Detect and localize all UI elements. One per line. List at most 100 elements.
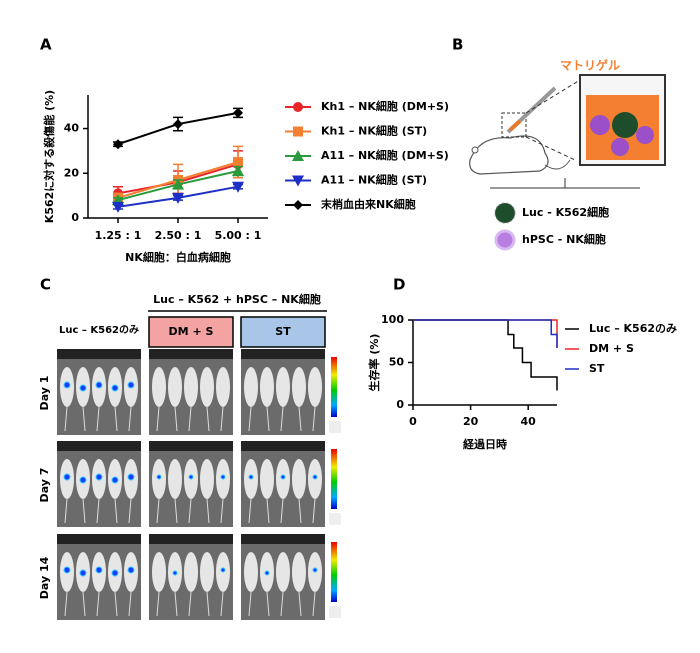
mouse-tail — [128, 498, 132, 524]
mouse-tail — [64, 406, 68, 432]
column-header: Luc – K562のみ — [59, 324, 139, 336]
zoom-box — [501, 112, 527, 138]
mouse-tail — [248, 591, 252, 617]
x-tick-label: 40 — [521, 415, 537, 428]
marker — [233, 107, 243, 118]
panel-label: C — [40, 276, 51, 294]
ivis-strip — [241, 441, 325, 451]
group-header: Luc – K562 + hPSC – NK細胞 — [153, 292, 321, 306]
mouse-tail — [312, 591, 316, 617]
mouse-tail — [114, 406, 118, 432]
mouse-tail — [156, 406, 160, 432]
survival-curve — [413, 319, 558, 349]
k562-icon — [494, 202, 516, 224]
mouse-tail — [114, 498, 118, 524]
mouse-tail — [280, 498, 284, 524]
luminescence — [79, 476, 87, 484]
mouse — [184, 552, 198, 592]
mouse-tail — [298, 406, 302, 432]
mouse — [216, 367, 230, 407]
mouse-tail — [174, 591, 178, 617]
mouse-tail — [220, 406, 224, 432]
matrigel-label: マトリゲル — [560, 58, 620, 73]
row-label: Day 7 — [38, 468, 51, 503]
nk-cell — [611, 138, 629, 156]
mouse-ear — [471, 146, 479, 154]
mouse-tail — [114, 591, 118, 617]
row-label: Day 14 — [38, 556, 51, 599]
marker — [112, 201, 124, 213]
mouse-tail — [96, 591, 100, 617]
color-scale — [331, 542, 337, 602]
panel-b-illustration: マトリゲル Luc - K562細胞 hPSC - NK細胞 — [469, 58, 666, 251]
mouse-tail — [312, 406, 316, 432]
ivis-strip — [241, 349, 325, 359]
mouse — [168, 459, 182, 499]
luminescence — [111, 384, 119, 392]
marker — [233, 157, 243, 168]
nk-icon — [494, 229, 516, 251]
nk-cell — [590, 115, 610, 135]
ivis-strip — [57, 534, 141, 544]
color-scale — [331, 449, 337, 509]
legend-marker — [292, 150, 304, 161]
luminescence — [312, 474, 318, 480]
luminescence — [95, 473, 103, 481]
mouse-tail — [298, 591, 302, 617]
luminescence — [280, 474, 286, 480]
x-tick-label: 2.50 : 1 — [155, 229, 202, 242]
y-tick-label: 0 — [396, 398, 404, 411]
panel-label: B — [452, 36, 463, 54]
legend-label: Luc - K562細胞 — [522, 205, 609, 219]
mouse-tail — [156, 498, 160, 524]
mouse-tail — [188, 406, 192, 432]
x-tick-label: 5.00 : 1 — [215, 229, 262, 242]
legend-marker — [293, 200, 303, 210]
zoom-line — [525, 79, 581, 114]
y-axis-title: K562に対する殺傷能 (%) — [42, 90, 56, 223]
mouse-tail — [96, 406, 100, 432]
luminescence — [264, 570, 270, 576]
mouse — [260, 367, 274, 407]
scale-box — [329, 421, 341, 433]
mouse-tail — [280, 406, 284, 432]
mouse-tail — [206, 591, 210, 617]
marker — [232, 165, 244, 177]
mouse-tail — [156, 591, 160, 617]
luminescence — [111, 569, 119, 577]
luminescence — [312, 567, 318, 573]
legend-label: Kh1 – NK細胞 (ST) — [321, 124, 427, 138]
legend-label: ST — [589, 362, 605, 375]
y-axis-title: 生存率 (%) — [367, 334, 381, 392]
marker — [113, 139, 123, 150]
mouse-tail — [128, 591, 132, 617]
mouse-tail — [82, 591, 86, 617]
marker — [172, 178, 184, 190]
mouse-tail — [248, 498, 252, 524]
y-tick-label: 40 — [64, 122, 80, 135]
x-axis-title: NK細胞：白血病細胞 — [125, 250, 231, 264]
luminescence — [188, 474, 194, 480]
legend-label: Luc – K562のみ — [589, 322, 677, 335]
mouse-tail — [128, 406, 132, 432]
ivis-strip — [149, 349, 233, 359]
x-tick-label: 20 — [463, 415, 479, 428]
luminescence — [111, 476, 119, 484]
y-tick-label: 100 — [381, 313, 404, 326]
y-tick-label: 50 — [389, 356, 405, 369]
column-header: ST — [275, 325, 291, 338]
y-tick-label: 20 — [64, 166, 80, 179]
mouse-tail — [544, 159, 571, 170]
mouse — [200, 367, 214, 407]
marker — [173, 119, 183, 130]
marker — [172, 192, 184, 204]
luminescence — [172, 570, 178, 576]
mouse-tail — [280, 591, 284, 617]
mouse-tail — [64, 591, 68, 617]
mouse-tail — [298, 498, 302, 524]
mouse-tail — [206, 406, 210, 432]
mouse-tail — [174, 498, 178, 524]
ivis-strip — [57, 441, 141, 451]
x-axis-title: 経過日時 — [463, 437, 507, 451]
